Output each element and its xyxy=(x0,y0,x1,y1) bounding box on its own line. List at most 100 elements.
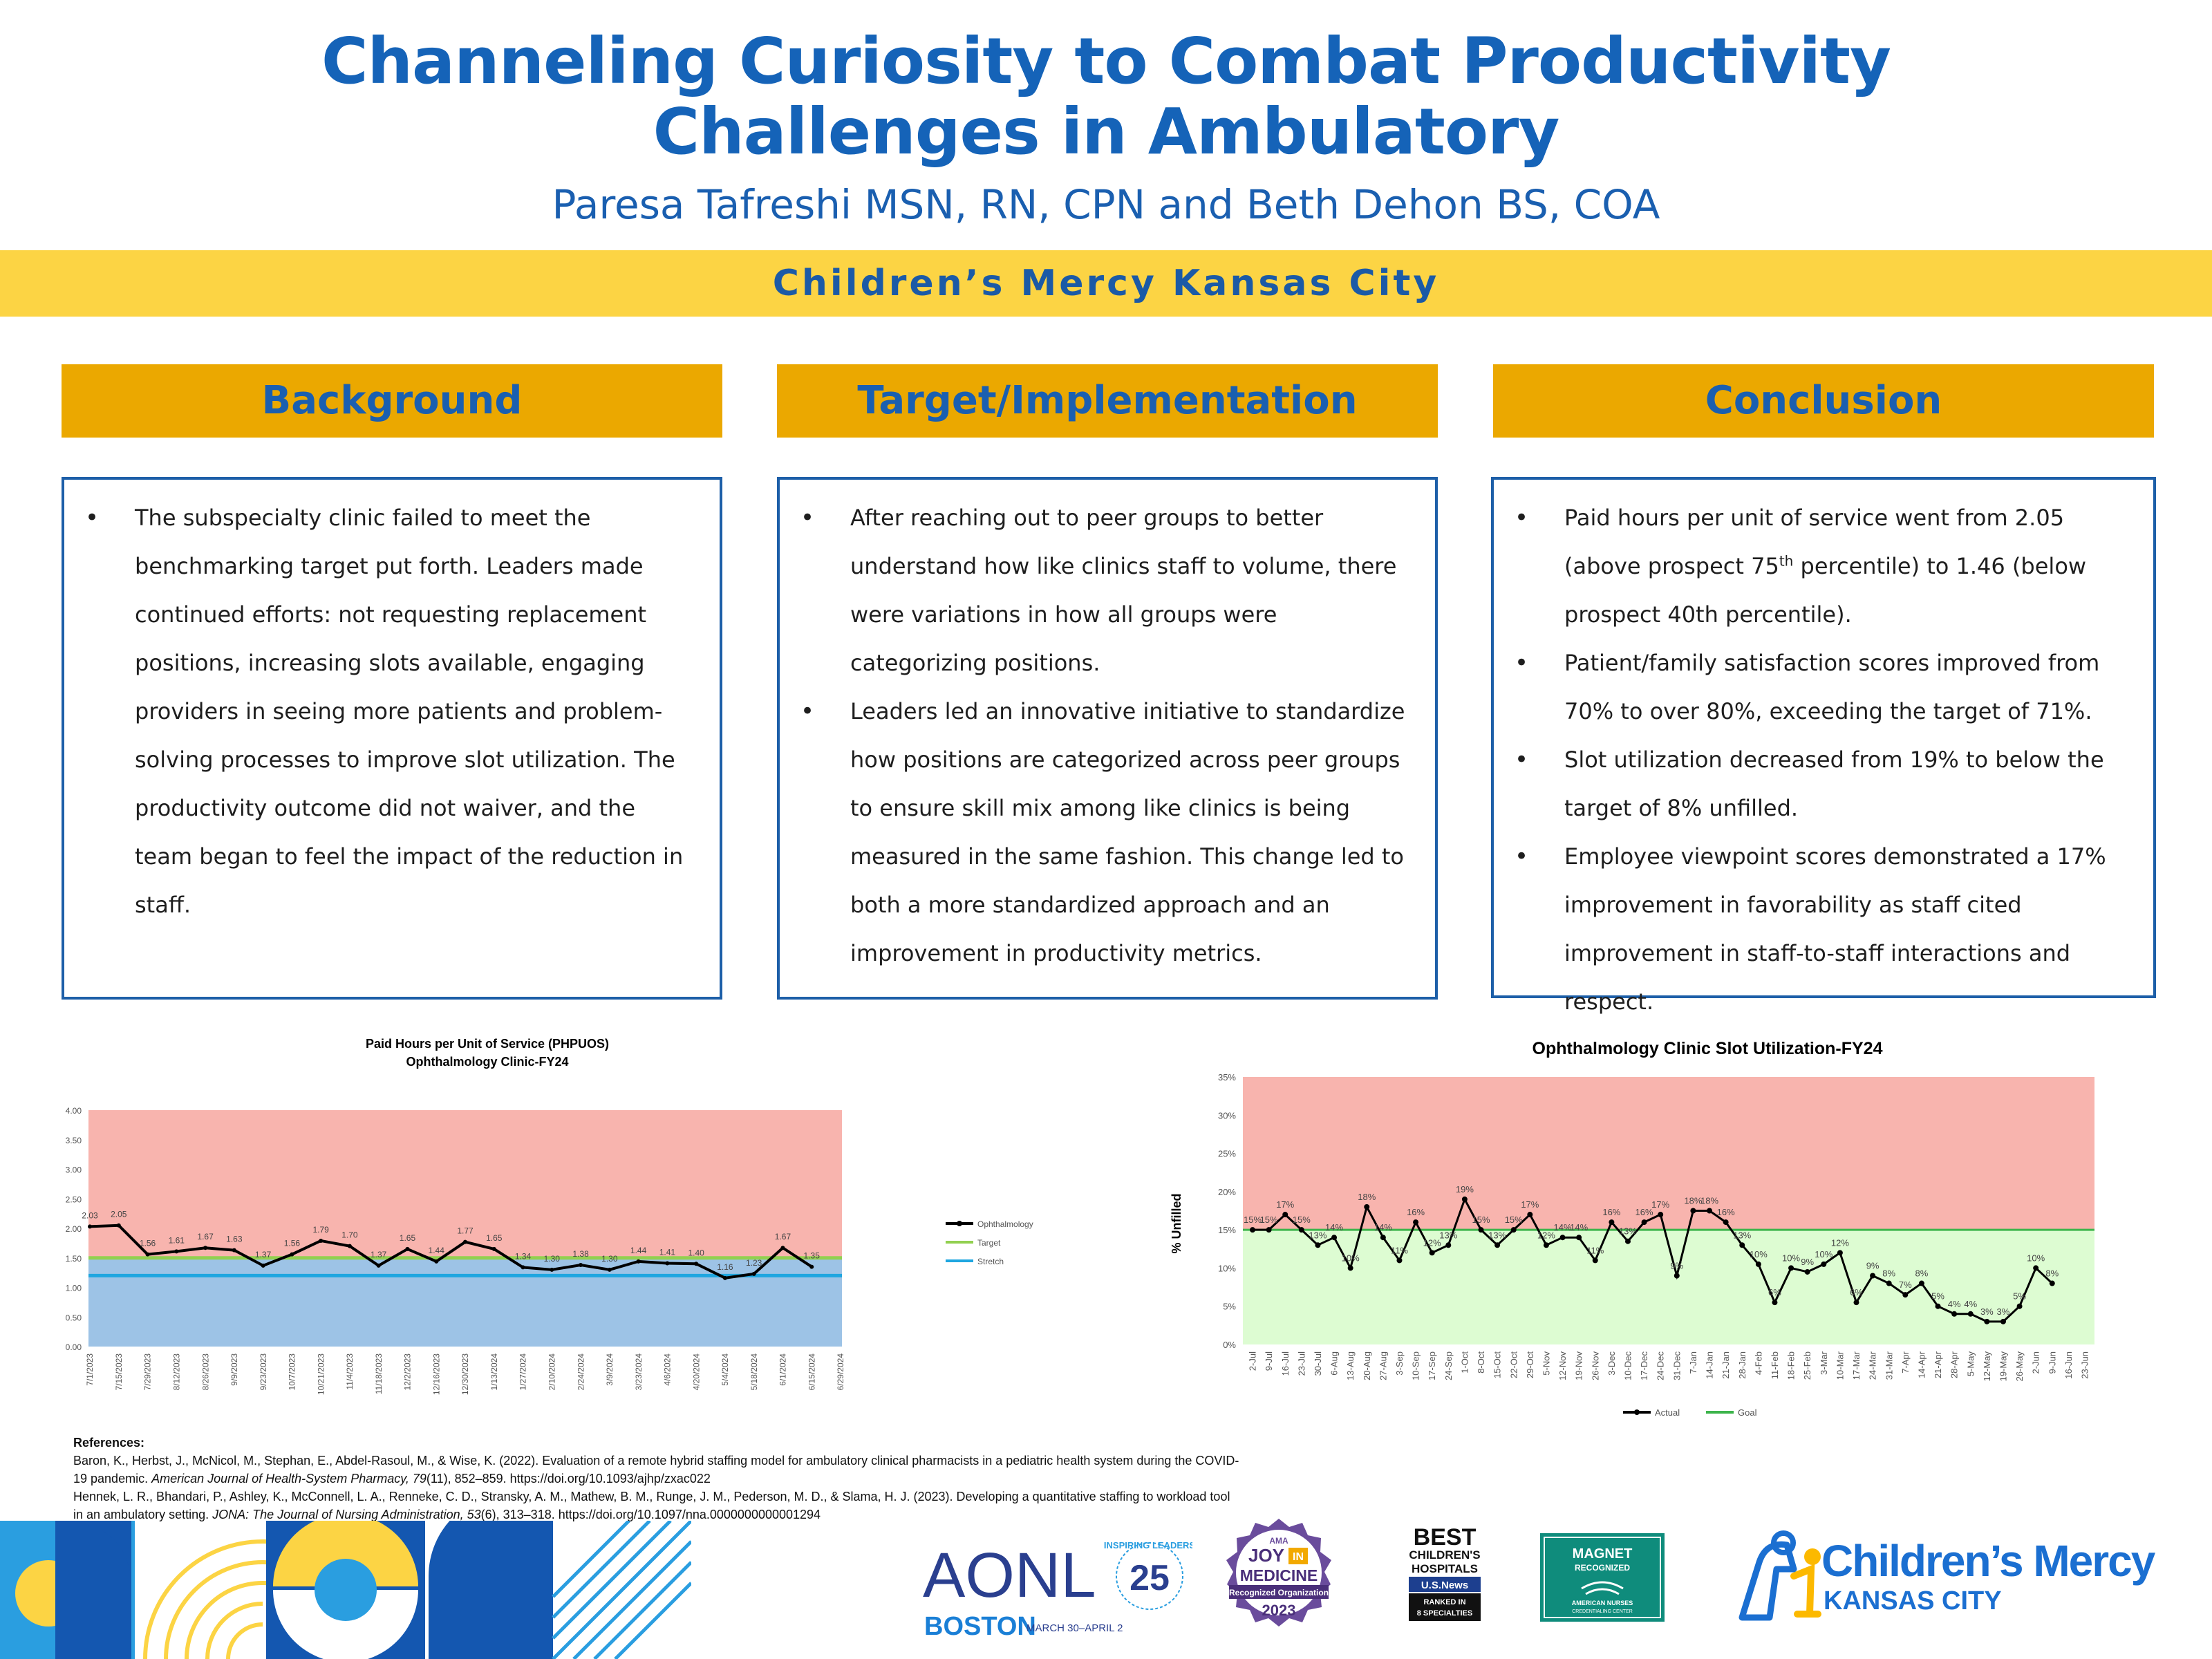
x-tick-label: 8-Oct xyxy=(1476,1351,1486,1374)
data-point xyxy=(290,1252,294,1257)
magnet-recognized: RECOGNIZED xyxy=(1575,1563,1630,1573)
data-point xyxy=(722,1275,727,1280)
y-tick-label: 25% xyxy=(1218,1149,1236,1159)
data-label: 10% xyxy=(2027,1253,2045,1263)
x-tick-label: 7/1/2023 xyxy=(85,1353,95,1386)
ref-volume: , 79 xyxy=(405,1472,427,1485)
y-tick-label: 0.50 xyxy=(66,1313,82,1322)
x-tick-label: 24-Dec xyxy=(1656,1351,1666,1380)
data-label: 18% xyxy=(1700,1196,1718,1206)
joy-in-medicine-badge: AMA JOY IN MEDICINE Recognized Organizat… xyxy=(1226,1519,1331,1627)
data-point xyxy=(607,1267,612,1272)
data-point xyxy=(665,1261,670,1266)
data-point xyxy=(347,1244,352,1248)
y-tick-label: 30% xyxy=(1218,1110,1236,1121)
data-point xyxy=(319,1238,324,1243)
data-point xyxy=(88,1224,92,1229)
data-label: 11% xyxy=(1391,1245,1408,1255)
data-label: 5% xyxy=(1931,1291,1944,1302)
cm-wordmark: Children’s Mercy xyxy=(1821,1536,2156,1586)
x-tick-label: 13-Aug xyxy=(1345,1351,1356,1380)
data-label: 5% xyxy=(2013,1291,2026,1302)
data-point xyxy=(1870,1273,1876,1279)
data-point xyxy=(1331,1235,1338,1241)
y-tick-label: 2.50 xyxy=(66,1194,82,1204)
x-tick-label: 6-Aug xyxy=(1329,1351,1340,1376)
slot-utilization-chart: Ophthalmology Clinic Slot Utilization-FY… xyxy=(1170,1039,2094,1418)
data-point xyxy=(1298,1227,1304,1233)
x-tick-label: 22-Oct xyxy=(1508,1351,1519,1378)
x-tick-label: 12-May xyxy=(1982,1351,1992,1382)
data-point xyxy=(2033,1265,2039,1271)
data-point xyxy=(1984,1318,1990,1324)
x-tick-label: 4/6/2024 xyxy=(663,1353,673,1386)
data-label: 1.30 xyxy=(601,1254,618,1264)
target-list: After reaching out to peer groups to bet… xyxy=(780,480,1435,977)
legend-label: Ophthalmology xyxy=(977,1219,1033,1229)
above-target-band xyxy=(88,1110,842,1258)
data-label: 14% xyxy=(1570,1222,1588,1232)
data-point xyxy=(1755,1261,1761,1267)
x-tick-label: 16-Jul xyxy=(1280,1351,1291,1376)
data-label: 18% xyxy=(1358,1192,1376,1202)
data-point xyxy=(434,1259,439,1264)
data-label: 18% xyxy=(1684,1196,1702,1206)
data-label: 16% xyxy=(1635,1207,1653,1217)
best-specialties: 8 SPECIALTIES xyxy=(1417,1609,1472,1618)
x-tick-label: 12/2/2023 xyxy=(403,1353,413,1391)
joy-ama: AMA xyxy=(1269,1536,1288,1546)
data-label: 1.16 xyxy=(717,1262,733,1272)
data-point xyxy=(1282,1212,1288,1218)
x-tick-label: 27-Aug xyxy=(1378,1351,1388,1380)
x-tick-label: 9-Jun xyxy=(2047,1351,2057,1374)
x-tick-label: 1-Oct xyxy=(1459,1351,1470,1374)
conclusion-text: percentile) to 1.46 (below prospect 40th… xyxy=(1564,553,2087,628)
x-tick-label: 23-Jul xyxy=(1296,1351,1306,1376)
ref-text: Baron, K., Herbst, J., McNicol, M., Step… xyxy=(73,1454,1239,1485)
chart-title: Paid Hours per Unit of Service (PHPUOS) xyxy=(366,1037,609,1051)
ref-text: (11), 852–859. https://doi.org/10.1093/a… xyxy=(426,1472,711,1485)
institution-band: Children’s Mercy Kansas City xyxy=(0,250,2212,317)
data-point xyxy=(1396,1257,1403,1264)
background-bullet: The subspecialty clinic failed to meet t… xyxy=(85,494,699,929)
phpuos-chart: Paid Hours per Unit of Service (PHPUOS) … xyxy=(66,1037,1033,1395)
x-tick-label: 9-Jul xyxy=(1264,1351,1274,1371)
y-tick-label: 2.00 xyxy=(66,1224,82,1234)
joy-recognized: Recognized Organization xyxy=(1229,1588,1329,1597)
conclusion-bullet: Patient/family satisfaction scores impro… xyxy=(1515,639,2133,735)
x-tick-label: 3-Mar xyxy=(1819,1351,1829,1375)
x-tick-label: 21-Apr xyxy=(1933,1351,1943,1378)
x-tick-label: 19-Nov xyxy=(1574,1351,1584,1380)
data-point xyxy=(1609,1219,1615,1226)
best-childrens-hospitals-badge: BEST CHILDREN'S HOSPITALS U.S.News RANKE… xyxy=(1409,1524,1481,1621)
x-tick-label: 5/4/2024 xyxy=(720,1353,730,1386)
data-point xyxy=(1347,1265,1353,1271)
plot-area: 0% 5% 10% 15% 20% 25% 30% 35% 2-Jul 9-Jul 16-Jul 23… xyxy=(1218,1072,2094,1381)
x-tick-label: 14-Apr xyxy=(1916,1351,1927,1378)
joy-in: IN xyxy=(1293,1551,1304,1563)
best-usnews: U.S.News xyxy=(1421,1580,1468,1591)
data-label: 1.34 xyxy=(515,1251,532,1261)
x-tick-label: 11/18/2023 xyxy=(374,1353,384,1394)
x-tick-label: 24-Mar xyxy=(1868,1351,1878,1380)
data-point xyxy=(1674,1273,1680,1279)
conclusion-text: Paid hours per unit of service went from… xyxy=(1564,505,2065,579)
data-label: 1.67 xyxy=(197,1232,214,1241)
data-point xyxy=(1641,1219,1647,1226)
conclusion-list: Paid hours per unit of service went from… xyxy=(1494,480,2153,1026)
chart-subtitle: Ophthalmology Clinic-FY24 xyxy=(406,1055,568,1069)
series-line xyxy=(89,1224,813,1280)
target-box: After reaching out to peer groups to bet… xyxy=(777,477,1438,1000)
data-label: 1.65 xyxy=(400,1233,416,1243)
data-label: 10% xyxy=(1342,1253,1360,1263)
data-label: 16% xyxy=(1407,1207,1425,1217)
data-point xyxy=(1250,1227,1255,1233)
aonl-ring-text: INSPIRING LEADERS xyxy=(1104,1540,1192,1550)
data-point xyxy=(1886,1280,1892,1286)
background-header: Background xyxy=(62,364,722,438)
data-label: 1.37 xyxy=(371,1250,387,1259)
data-label: 13% xyxy=(1439,1230,1457,1240)
x-tick-label: 7-Apr xyxy=(1900,1351,1911,1373)
x-tick-label: 8/12/2023 xyxy=(172,1353,182,1391)
data-label: 1.44 xyxy=(630,1246,647,1255)
